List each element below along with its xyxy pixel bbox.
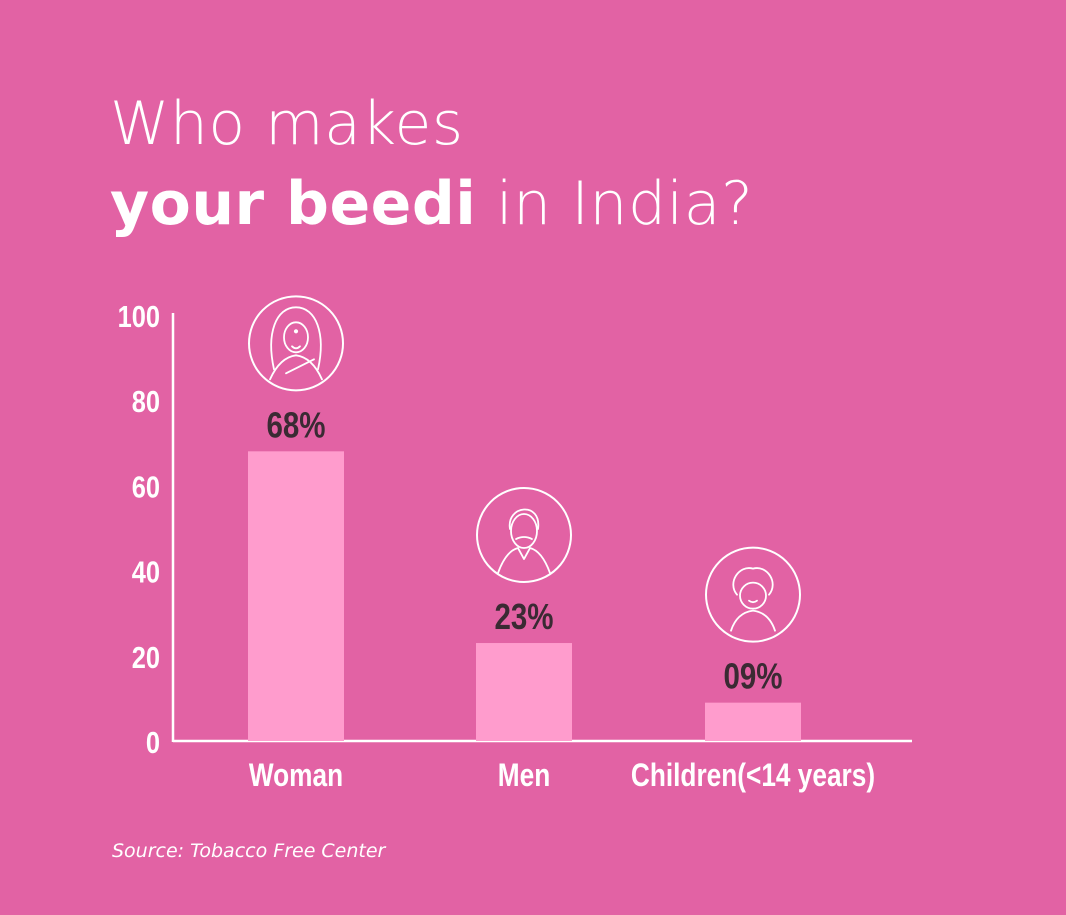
- source-note: Source: Tobacco Free Center: [112, 840, 386, 862]
- hair: [270, 306, 322, 371]
- shirt: [730, 609, 776, 632]
- mouth: [748, 599, 758, 604]
- data-label: 09%: [723, 656, 782, 696]
- bar-woman: [248, 451, 344, 741]
- title-emphasis: your beedi: [110, 169, 477, 239]
- y-tick-label: 40: [132, 555, 160, 590]
- bar-men: [476, 643, 572, 741]
- bindi: [293, 329, 299, 334]
- mouth: [291, 345, 301, 350]
- saree: [285, 358, 315, 375]
- icon-ring: [248, 295, 344, 392]
- child-icon: [705, 546, 801, 643]
- y-tick-label: 100: [118, 300, 160, 335]
- x-tick-label: Woman: [249, 759, 343, 794]
- y-tick-label: 0: [146, 726, 160, 761]
- title-line-2: your beedi in India?: [110, 164, 753, 244]
- shoulders: [269, 354, 323, 381]
- x-tick-label: Children(<14 years): [631, 759, 875, 794]
- shirt: [497, 547, 551, 574]
- hair: [509, 508, 539, 530]
- y-tick-label: 20: [132, 640, 160, 675]
- data-label: 68%: [266, 405, 325, 445]
- face: [283, 321, 309, 354]
- y-tick-label: 80: [132, 385, 160, 420]
- woman-icon: [248, 295, 344, 392]
- x-tick-label: Men: [498, 759, 550, 794]
- y-tick-label: 60: [132, 470, 160, 505]
- face: [739, 581, 767, 610]
- data-label: 23%: [494, 596, 553, 636]
- bar-children-14-years-: [705, 702, 801, 741]
- curly-hair: [732, 567, 774, 596]
- face: [510, 513, 538, 549]
- icon-ring: [705, 546, 801, 643]
- title-line-1: Who makes: [110, 89, 464, 159]
- chart-title: Who makes your beedi in India?: [110, 84, 753, 244]
- moustache: [515, 536, 533, 540]
- man-icon: [476, 487, 572, 584]
- icon-ring: [476, 487, 572, 584]
- title-rest: in India?: [476, 169, 754, 239]
